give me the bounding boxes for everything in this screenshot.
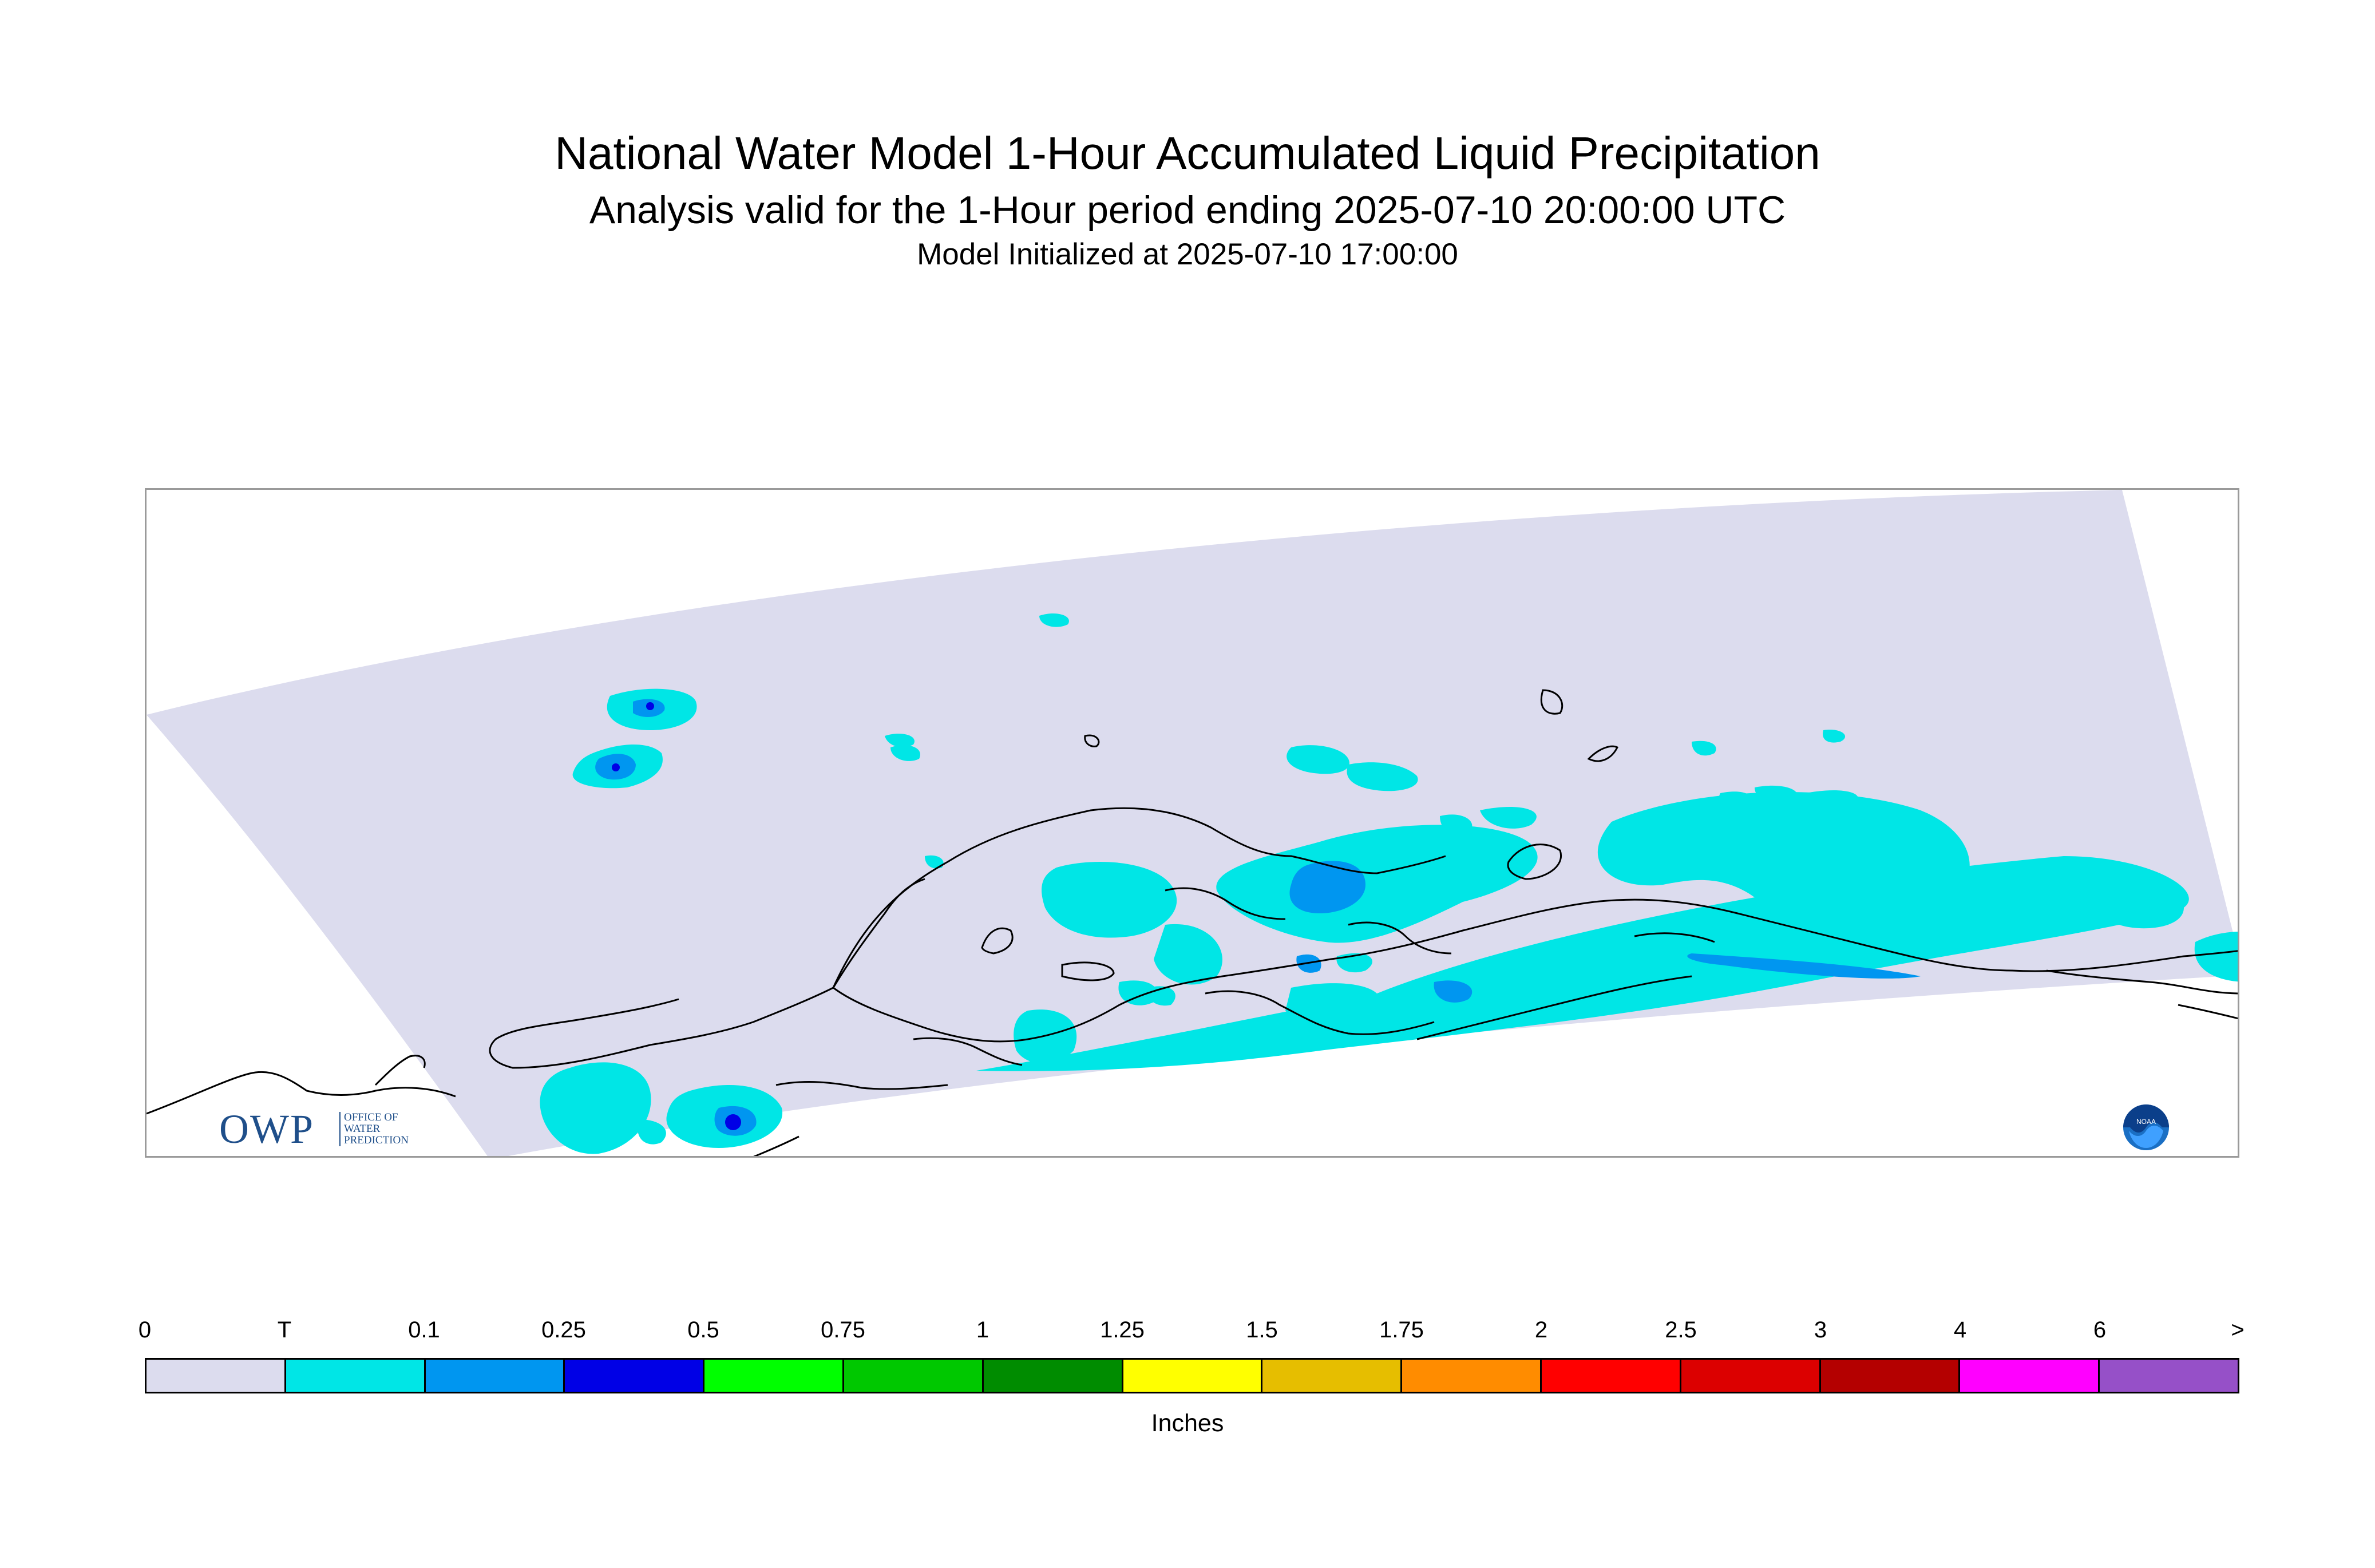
legend-tick-label: 1.5 [1246,1317,1278,1343]
legend-swatch [286,1360,426,1392]
map-panel: OWP OFFICE OF WATER PREDICTION NOAA [145,488,2239,1158]
owp-subtitle: OFFICE OF WATER PREDICTION [339,1112,409,1146]
legend-tick-label: 0 [138,1317,152,1343]
legend-units: Inches [1151,1409,1224,1437]
legend-swatch [565,1360,705,1392]
legend-tick-label: 1.75 [1379,1317,1424,1343]
legend-tick-label: 2 [1534,1317,1548,1343]
noaa-logo-icon: NOAA [2123,1104,2169,1150]
owp-logo: OWP OFFICE OF WATER PREDICTION [219,1106,437,1152]
legend-swatch [1541,1360,1681,1392]
owp-mark: OWP [219,1106,314,1152]
legend-tick-label: 2.5 [1665,1317,1697,1343]
legend-tick-label: 6 [2093,1317,2107,1343]
legend-swatch [1262,1360,1403,1392]
legend-swatch [983,1360,1123,1392]
precip-trace-areas [540,613,2238,1154]
map-title: National Water Model 1-Hour Accumulated … [555,128,1820,179]
legend-swatch [147,1360,286,1392]
legend-tick-label: T [277,1317,292,1343]
legend-swatch [844,1360,984,1392]
legend-tick-label: 1 [976,1317,989,1343]
legend-tick-label: 4 [1953,1317,1967,1343]
owp-line: PREDICTION [344,1134,409,1146]
coastlines [147,689,2238,1156]
legend-tick-label: 3 [1814,1317,1827,1343]
map-subtitle: Analysis valid for the 1-Hour period end… [589,188,1786,232]
model-init-time: Model Initialized at 2025-07-10 17:00:00 [917,237,1458,271]
precip-moderate-areas [612,702,741,1130]
legend-tick-label: 0.25 [541,1317,586,1343]
legend-tick-label: 0.5 [687,1317,719,1343]
legend-swatch [1402,1360,1542,1392]
svg-text:NOAA: NOAA [2136,1118,2156,1126]
legend-swatch [1681,1360,1821,1392]
legend-tick-label: 0.75 [821,1317,865,1343]
legend-tick-label: > [2231,1317,2245,1343]
legend-swatch [1820,1360,1961,1392]
legend-swatch [2100,1360,2238,1392]
legend-swatch [704,1360,844,1392]
legend-color-bar [145,1358,2239,1393]
precipitation-map [147,490,2238,1156]
legend-tick-label: 1.25 [1100,1317,1145,1343]
legend-swatch [425,1360,565,1392]
owp-line: OFFICE OF [344,1111,398,1123]
owp-line: WATER [344,1123,381,1135]
precip-light-areas [595,699,1921,1136]
legend-swatch [1123,1360,1263,1392]
legend-tick-label: 0.1 [408,1317,440,1343]
legend-swatch [1960,1360,2100,1392]
